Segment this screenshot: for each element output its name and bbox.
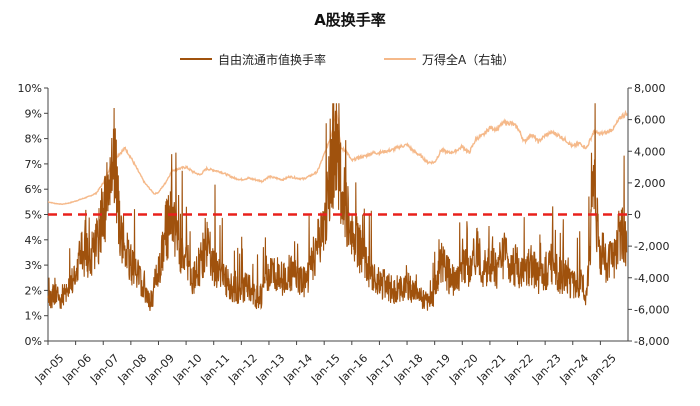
x-tick-label: Jan-12 bbox=[225, 352, 260, 387]
y-right-tick-label: 8,000 bbox=[634, 82, 666, 95]
series-line-wind-index bbox=[48, 109, 628, 206]
x-tick-label: Jan-16 bbox=[336, 352, 371, 387]
x-tick-label: Jan-13 bbox=[253, 352, 288, 387]
y-left-tick-label: 5% bbox=[25, 209, 42, 222]
y-left-tick-label: 7% bbox=[25, 158, 42, 171]
x-tick-label: Jan-06 bbox=[59, 352, 94, 387]
legend: 自由流通市值换手率 万得全A（右轴） bbox=[180, 52, 514, 67]
legend-label-wind-index: 万得全A（右轴） bbox=[422, 52, 514, 67]
y-right-tick-label: 6,000 bbox=[634, 114, 666, 127]
x-tick-label: Jan-07 bbox=[87, 352, 122, 387]
series-line-turnover bbox=[47, 103, 628, 311]
y-right-tick-label: 2,000 bbox=[634, 177, 666, 190]
x-tick-label: Jan-10 bbox=[170, 352, 205, 387]
x-tick-label: Jan-15 bbox=[308, 352, 343, 387]
y-left-tick-label: 9% bbox=[25, 107, 42, 120]
y-right-tick-label: 0 bbox=[634, 209, 641, 222]
y-left-tick-label: 1% bbox=[25, 310, 42, 323]
x-tick-label: Jan-19 bbox=[419, 352, 454, 387]
x-tick-label: Jan-18 bbox=[391, 352, 426, 387]
y-right-tick-label: -4,000 bbox=[634, 272, 669, 285]
x-tick-label: Jan-23 bbox=[529, 352, 564, 387]
y-left-tick-label: 6% bbox=[25, 183, 42, 196]
x-tick-label: Jan-11 bbox=[198, 352, 233, 387]
y-right-tick-label: 4,000 bbox=[634, 145, 666, 158]
x-tick-label: Jan-08 bbox=[115, 352, 150, 387]
x-tick-label: Jan-25 bbox=[584, 352, 619, 387]
x-tick-label: Jan-24 bbox=[557, 352, 592, 387]
x-tick-label: Jan-17 bbox=[363, 352, 398, 387]
x-tick-label: Jan-20 bbox=[446, 352, 481, 387]
y-right-tick-label: -2,000 bbox=[634, 240, 669, 253]
y-right-tick-label: -8,000 bbox=[634, 335, 669, 348]
y-left-tick-label: 2% bbox=[25, 284, 42, 297]
legend-label-turnover: 自由流通市值换手率 bbox=[218, 52, 326, 67]
x-tick-label: Jan-22 bbox=[501, 352, 536, 387]
y-right-tick-label: -6,000 bbox=[634, 303, 669, 316]
series-layer bbox=[47, 103, 628, 311]
y-left-tick-label: 3% bbox=[25, 259, 42, 272]
x-tick-label: Jan-05 bbox=[32, 352, 67, 387]
x-tick-label: Jan-09 bbox=[142, 352, 177, 387]
x-tick-label: Jan-21 bbox=[474, 352, 509, 387]
y-left-tick-label: 8% bbox=[25, 133, 42, 146]
axes: 0% 1% 2% 3% 4% 5% 6% 7% 8% 9% 10% -8,000 -6,000 -4,00… bbox=[18, 82, 670, 386]
chart-title: A股换手率 bbox=[314, 11, 386, 29]
y-left-tick-label: 4% bbox=[25, 234, 42, 247]
x-tick-label: Jan-14 bbox=[280, 352, 315, 387]
y-left-tick-label: 0% bbox=[25, 335, 42, 348]
y-left-tick-label: 10% bbox=[18, 82, 42, 95]
